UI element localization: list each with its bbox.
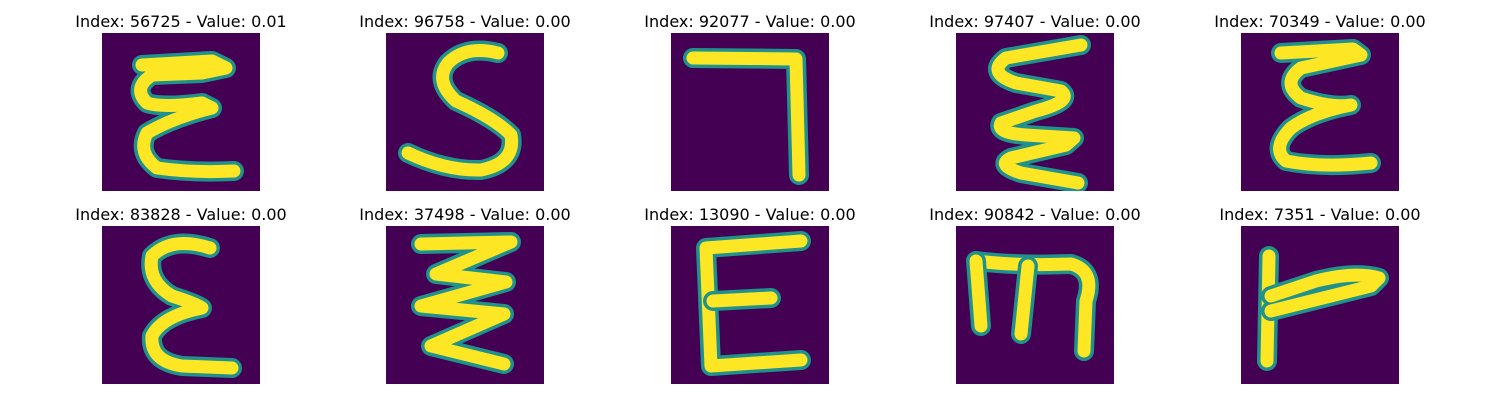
image-panel-4: Index: 97407 - Value: 0.00: [890, 12, 1180, 202]
panel-title: Index: 97407 - Value: 0.00: [929, 12, 1141, 31]
image-panel-9: Index: 90842 - Value: 0.00: [890, 205, 1180, 395]
digit-image: [671, 33, 829, 191]
image-panel-10: Index: 7351 - Value: 0.00: [1175, 205, 1465, 395]
image-panel-3: Index: 92077 - Value: 0.00: [605, 12, 895, 202]
digit-image: [956, 226, 1114, 384]
panel-title: Index: 56725 - Value: 0.01: [75, 12, 287, 31]
panel-title: Index: 37498 - Value: 0.00: [359, 205, 571, 224]
digit-image: [956, 33, 1114, 191]
image-panel-8: Index: 13090 - Value: 0.00: [605, 205, 895, 395]
digit-image: [386, 226, 544, 384]
panel-title: Index: 13090 - Value: 0.00: [644, 205, 856, 224]
panel-title: Index: 92077 - Value: 0.00: [644, 12, 856, 31]
panel-title: Index: 70349 - Value: 0.00: [1214, 12, 1426, 31]
image-panel-2: Index: 96758 - Value: 0.00: [320, 12, 610, 202]
image-panel-6: Index: 83828 - Value: 0.00: [36, 205, 326, 395]
digit-image: [1241, 226, 1399, 384]
panel-title: Index: 83828 - Value: 0.00: [75, 205, 287, 224]
digit-image: [102, 33, 260, 191]
digit-image: [671, 226, 829, 384]
digit-image: [386, 33, 544, 191]
image-panel-5: Index: 70349 - Value: 0.00: [1175, 12, 1465, 202]
digit-image: [102, 226, 260, 384]
panel-title: Index: 96758 - Value: 0.00: [359, 12, 571, 31]
panel-title: Index: 90842 - Value: 0.00: [929, 205, 1141, 224]
image-panel-1: Index: 56725 - Value: 0.01: [36, 12, 326, 202]
image-panel-7: Index: 37498 - Value: 0.00: [320, 205, 610, 395]
digit-image: [1241, 33, 1399, 191]
panel-title: Index: 7351 - Value: 0.00: [1219, 205, 1421, 224]
